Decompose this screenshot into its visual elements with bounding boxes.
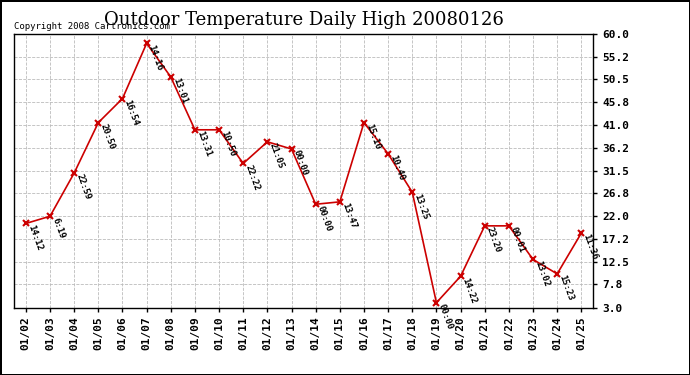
Text: 14:22: 14:22 — [461, 276, 478, 304]
Text: 22:59: 22:59 — [75, 173, 92, 201]
Text: 13:01: 13:01 — [170, 77, 188, 105]
Text: 13:47: 13:47 — [339, 202, 357, 230]
Text: 00:00: 00:00 — [291, 149, 309, 177]
Text: 14:12: 14:12 — [26, 224, 43, 252]
Text: 13:02: 13:02 — [533, 260, 551, 288]
Text: 10:40: 10:40 — [388, 154, 406, 182]
Text: 15:10: 15:10 — [364, 123, 382, 151]
Text: Outdoor Temperature Daily High 20080126: Outdoor Temperature Daily High 20080126 — [104, 11, 504, 29]
Text: 16:54: 16:54 — [123, 99, 140, 127]
Text: 23:20: 23:20 — [484, 226, 502, 254]
Text: 00:00: 00:00 — [436, 303, 454, 331]
Text: 20:50: 20:50 — [98, 123, 116, 151]
Text: 21:05: 21:05 — [268, 142, 285, 170]
Text: 13:25: 13:25 — [412, 192, 430, 220]
Text: 00:01: 00:01 — [509, 226, 526, 254]
Text: 00:00: 00:00 — [315, 204, 333, 232]
Text: 22:22: 22:22 — [243, 164, 261, 192]
Text: 15:23: 15:23 — [558, 274, 575, 302]
Text: 13:31: 13:31 — [195, 130, 213, 158]
Text: Copyright 2008 Cartronics.com: Copyright 2008 Cartronics.com — [14, 22, 170, 31]
Text: 10:50: 10:50 — [219, 130, 237, 158]
Text: 11:36: 11:36 — [581, 233, 599, 261]
Text: 14:16: 14:16 — [146, 44, 164, 72]
Text: 6:19: 6:19 — [50, 216, 66, 240]
